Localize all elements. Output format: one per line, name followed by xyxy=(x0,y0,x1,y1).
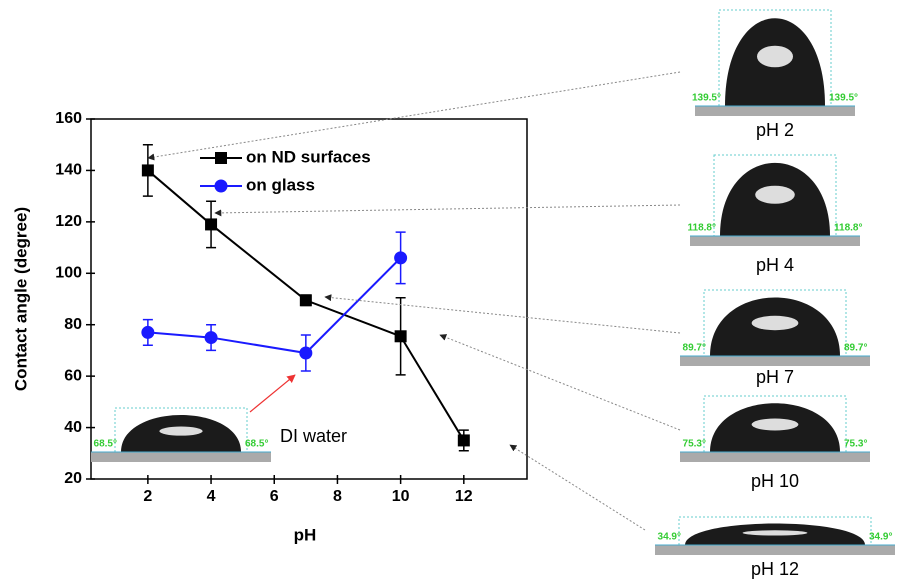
pointer-arrow xyxy=(148,72,680,158)
chart: pH Contact angle (degree) 20 40 60 80 100 120… xyxy=(0,0,908,581)
inset-label: pH 2 xyxy=(756,120,794,140)
x-tick-label: 2 xyxy=(143,488,152,505)
pointer-arrow xyxy=(440,335,680,430)
y-tick-label: 160 xyxy=(55,110,82,127)
substrate xyxy=(680,356,870,366)
x-tick-label: 8 xyxy=(333,488,342,505)
inset-label: pH 7 xyxy=(756,367,794,387)
y-tick-label: 20 xyxy=(64,470,82,487)
inset-label: pH 12 xyxy=(751,559,799,579)
x-tick-label: 12 xyxy=(455,488,473,505)
pointer-arrow xyxy=(510,445,645,530)
angle-label: 75.3° xyxy=(683,439,706,450)
x-tick-label: 4 xyxy=(207,488,216,505)
legend-marker xyxy=(215,180,228,193)
y-axis-label: Contact angle (degree) xyxy=(11,207,30,391)
point xyxy=(142,164,154,176)
angle-label: 34.9° xyxy=(869,532,892,543)
legend-label: on glass xyxy=(246,175,315,194)
di-water-label: DI water xyxy=(280,426,347,446)
y-tick-label: 100 xyxy=(55,265,82,282)
angle-label: 34.9° xyxy=(658,532,681,543)
angle-label: 68.5° xyxy=(94,439,117,450)
y-tick-label: 40 xyxy=(64,419,82,436)
x-axis-label: pH xyxy=(294,525,317,544)
page: pH Contact angle (degree) 20 40 60 80 100 120… xyxy=(0,0,908,586)
highlight xyxy=(757,46,793,68)
highlight xyxy=(159,427,202,436)
substrate xyxy=(655,545,895,555)
legend-label: on ND surfaces xyxy=(246,147,371,166)
angle-label: 139.5° xyxy=(829,93,858,104)
angle-label: 75.3° xyxy=(844,439,867,450)
angle-label: 89.7° xyxy=(844,343,867,354)
droplet-inset: 75.3° 75.3° pH 10 xyxy=(680,396,870,491)
point xyxy=(205,331,218,344)
di-arrow xyxy=(250,375,295,412)
highlight xyxy=(743,530,808,535)
substrate xyxy=(680,452,870,462)
point xyxy=(299,347,312,360)
angle-label: 139.5° xyxy=(692,93,721,104)
point xyxy=(458,434,470,446)
substrate xyxy=(91,452,271,462)
point xyxy=(394,251,407,264)
angle-label: 68.5° xyxy=(245,439,268,450)
point xyxy=(300,294,312,306)
point xyxy=(395,330,407,342)
legend-marker xyxy=(215,152,227,164)
droplet-inset: 139.5° 139.5° pH 2 xyxy=(692,10,858,140)
x-tick-label: 10 xyxy=(392,488,410,505)
highlight xyxy=(752,419,799,431)
y-tick-label: 120 xyxy=(55,213,82,230)
inset-label: pH 4 xyxy=(756,255,794,275)
substrate xyxy=(690,236,860,246)
angle-label: 118.8° xyxy=(834,223,862,234)
series-line xyxy=(148,258,401,353)
droplet-inset: 89.7° 89.7° pH 7 xyxy=(680,290,870,387)
y-tick-label: 60 xyxy=(64,367,82,384)
highlight xyxy=(755,186,795,204)
highlight xyxy=(752,316,799,330)
pointer-arrow xyxy=(215,205,680,213)
substrate xyxy=(695,106,855,116)
droplet-inset: 118.8° 118.8° pH 4 xyxy=(688,155,863,275)
droplet-inset: 68.5° 68.5° xyxy=(91,408,271,462)
angle-label: 89.7° xyxy=(683,343,706,354)
angle-label: 118.8° xyxy=(688,223,716,234)
y-tick-label: 140 xyxy=(55,162,82,179)
droplet-inset: 34.9° 34.9° pH 12 xyxy=(655,517,895,579)
x-tick-label: 6 xyxy=(270,488,279,505)
point xyxy=(205,218,217,230)
point xyxy=(141,326,154,339)
inset-label: pH 10 xyxy=(751,471,799,491)
y-tick-label: 80 xyxy=(64,316,82,333)
